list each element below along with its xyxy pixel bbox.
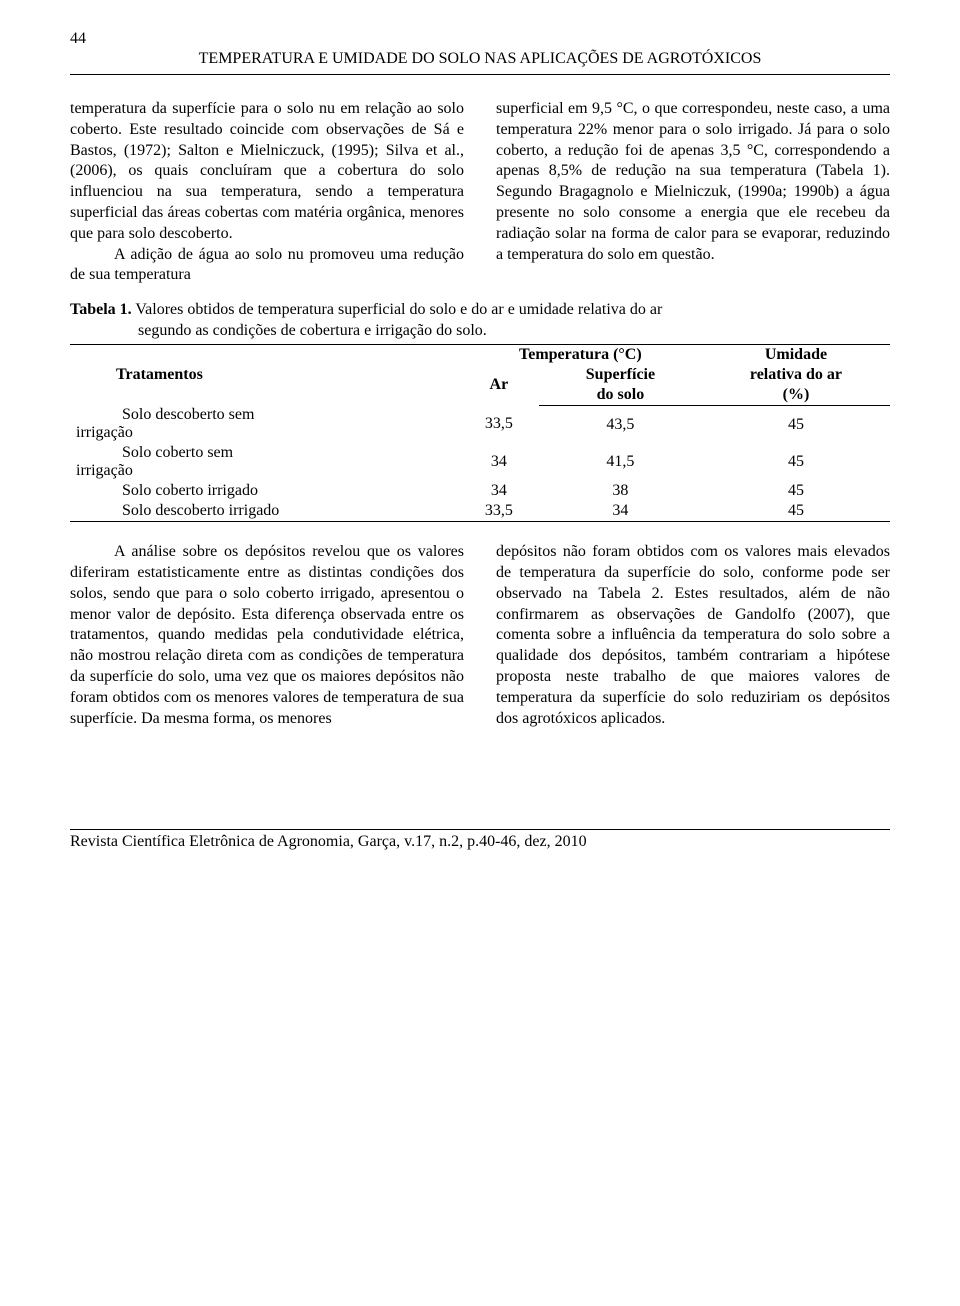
table-caption-rest: Valores obtidos de temperatura superfici… <box>132 301 663 318</box>
cell-ar: 34 <box>459 443 539 481</box>
running-header: TEMPERATURA E UMIDADE DO SOLO NAS APLICA… <box>70 50 890 72</box>
header-divider <box>70 74 890 75</box>
cell-hum: 45 <box>702 405 890 443</box>
col-treatments: Tratamentos <box>70 344 459 405</box>
cell-ar: 33,5 <box>459 405 539 443</box>
page-number: 44 <box>70 30 890 48</box>
footer-divider <box>70 829 890 830</box>
cell-surf: 34 <box>539 501 702 522</box>
after-right-p: depósitos não foram obtidos com os valor… <box>496 542 890 729</box>
cell-surf: 41,5 <box>539 443 702 481</box>
cell-ar: 33,5 <box>459 501 539 522</box>
footer: Revista Científica Eletrônica de Agronom… <box>70 833 890 851</box>
cell-label-l2: irrigação <box>76 424 133 441</box>
cell-label-l1: Solo coberto sem <box>76 444 233 461</box>
cell-hum: 45 <box>702 481 890 501</box>
cell-label-l1: Solo descoberto irrigado <box>76 502 279 519</box>
intro-right-p1: superficial em 9,5 °C, o que corresponde… <box>496 99 890 265</box>
cell-surf: 38 <box>539 481 702 501</box>
cell-hum: 45 <box>702 501 890 522</box>
after-columns: A análise sobre os depósitos revelou que… <box>70 542 890 729</box>
table-caption: Tabela 1. Valores obtidos de temperatura… <box>70 300 890 342</box>
table-row: Solo coberto irrigado <box>70 481 459 501</box>
table-row: Solo descoberto irrigado <box>70 501 459 522</box>
table-row: Solo coberto sem irrigação <box>70 443 459 481</box>
after-left-p: A análise sobre os depósitos revelou que… <box>70 542 464 729</box>
col-temp-group: Temperatura (°C) <box>459 344 702 365</box>
after-col-left: A análise sobre os depósitos revelou que… <box>70 542 464 729</box>
intro-left-p2: A adição de água ao solo nu promoveu uma… <box>70 245 464 287</box>
intro-col-left: temperatura da superfície para o solo nu… <box>70 99 464 286</box>
col-humidity-l2: relativa do ar <box>702 365 890 385</box>
col-humidity-l1: Umidade <box>702 344 890 365</box>
cell-hum: 45 <box>702 443 890 481</box>
table-row: Solo descoberto sem irrigação <box>70 405 459 443</box>
table-block: Tabela 1. Valores obtidos de temperatura… <box>70 300 890 522</box>
cell-label-l1: Solo coberto irrigado <box>76 482 258 499</box>
cell-surf: 43,5 <box>539 405 702 443</box>
col-temp-surface-l1: Superfície <box>539 365 702 385</box>
table-caption-lead: Tabela 1. <box>70 301 132 318</box>
cell-label-l2: irrigação <box>76 462 133 479</box>
col-humidity-l3: (%) <box>702 385 890 406</box>
col-temp-air: Ar <box>459 365 539 406</box>
cell-label-l1: Solo descoberto sem <box>76 406 254 423</box>
intro-left-p1: temperatura da superfície para o solo nu… <box>70 99 464 245</box>
intro-columns: temperatura da superfície para o solo nu… <box>70 99 890 286</box>
cell-ar: 34 <box>459 481 539 501</box>
table-caption-line2: segundo as condições de cobertura e irri… <box>70 321 890 342</box>
after-col-right: depósitos não foram obtidos com os valor… <box>496 542 890 729</box>
data-table: Tratamentos Temperatura (°C) Umidade Ar … <box>70 344 890 523</box>
col-temp-surface-l2: do solo <box>539 385 702 406</box>
intro-col-right: superficial em 9,5 °C, o que corresponde… <box>496 99 890 286</box>
